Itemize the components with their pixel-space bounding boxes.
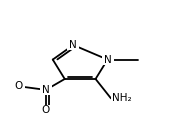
FancyBboxPatch shape <box>13 81 25 92</box>
Text: N: N <box>42 85 50 95</box>
FancyBboxPatch shape <box>67 40 79 50</box>
Text: N: N <box>69 40 77 50</box>
Text: N: N <box>104 55 111 65</box>
Text: O: O <box>14 81 23 91</box>
FancyBboxPatch shape <box>40 105 52 116</box>
FancyBboxPatch shape <box>40 84 52 95</box>
Text: NH₂: NH₂ <box>112 93 131 103</box>
Text: O: O <box>42 106 50 115</box>
FancyBboxPatch shape <box>111 93 133 104</box>
FancyBboxPatch shape <box>102 54 114 65</box>
